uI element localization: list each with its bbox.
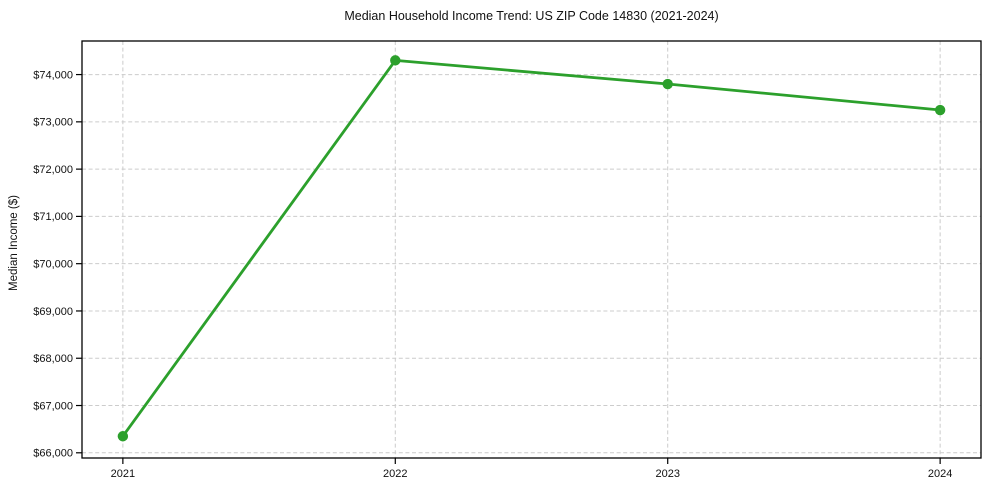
y-tick-label: $72,000 [33, 164, 73, 176]
y-tick-label: $71,000 [33, 211, 73, 223]
plot-area-border [81, 40, 982, 459]
data-point [117, 431, 129, 442]
y-tick-label: $68,000 [33, 353, 73, 365]
x-tick-label: 2023 [655, 468, 679, 480]
trend-line [121, 58, 942, 438]
x-tick-label: 2024 [928, 468, 952, 480]
x-tick-label: 2022 [383, 468, 407, 480]
chart-title: Median Household Income Trend: US ZIP Co… [344, 9, 719, 23]
data-point [934, 104, 946, 116]
x-tick-label: 2021 [111, 468, 135, 480]
data-point [390, 55, 401, 66]
y-tick-label: $69,000 [33, 306, 73, 318]
y-tick-label: $67,000 [33, 400, 73, 412]
y-tick-label: $74,000 [33, 69, 73, 81]
y-tick-label: $66,000 [33, 448, 73, 460]
y-tick-label: $73,000 [33, 117, 73, 129]
data-point [662, 78, 673, 90]
y-tick-label: $70,000 [33, 258, 73, 270]
